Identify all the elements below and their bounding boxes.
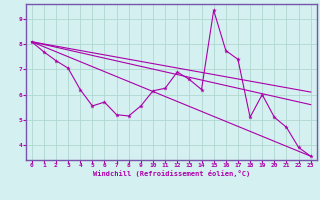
X-axis label: Windchill (Refroidissement éolien,°C): Windchill (Refroidissement éolien,°C) — [92, 170, 250, 177]
